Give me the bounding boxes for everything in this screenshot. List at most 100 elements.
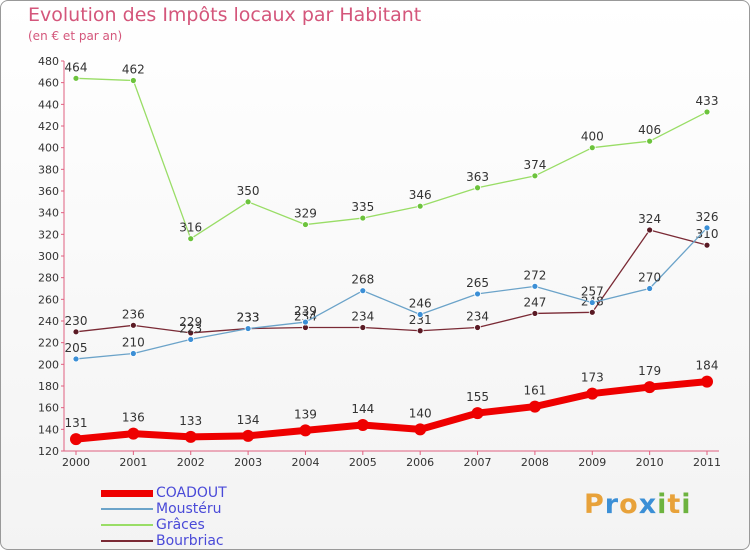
- x-tick-label: 2003: [234, 456, 262, 469]
- data-point-bourbriac: [416, 327, 424, 335]
- brand-letter: i: [681, 489, 692, 520]
- y-tick-label: 260: [38, 293, 59, 306]
- data-point-coadout: [471, 407, 484, 420]
- series-line-bourbriac: [75, 229, 708, 334]
- data-label-grces: 406: [638, 123, 661, 137]
- data-label-moustru: 265: [466, 276, 489, 290]
- data-label-coadout: 133: [179, 414, 202, 428]
- data-point-bourbriac: [72, 328, 80, 336]
- x-tick-label: 2007: [464, 456, 492, 469]
- data-point-grces: [302, 221, 309, 228]
- data-point-bourbriac: [588, 308, 596, 316]
- data-label-bourbriac: 234: [294, 310, 317, 324]
- chart-title: Evolution des Impôts locaux par Habitant: [28, 4, 422, 26]
- x-tick-label: 2000: [62, 456, 90, 469]
- data-point-grces: [416, 202, 424, 210]
- data-point-coadout: [586, 387, 599, 400]
- y-tick-label: 120: [38, 445, 59, 458]
- data-point-moustru: [129, 350, 137, 357]
- x-tick-label: 2010: [636, 456, 664, 469]
- data-point-grces: [359, 214, 367, 222]
- data-point-coadout: [356, 419, 369, 431]
- series-line-grces: [75, 77, 708, 240]
- y-tick-label: 440: [38, 98, 59, 111]
- legend-swatch: [101, 508, 153, 510]
- brand-letter: x: [638, 489, 658, 520]
- data-label-bourbriac: 234: [351, 310, 374, 324]
- data-label-coadout: 179: [638, 364, 661, 378]
- brand-letter: r: [604, 489, 620, 520]
- legend-label: Moustéru: [156, 501, 222, 517]
- data-label-grces: 462: [122, 63, 145, 77]
- data-label-moustru: 233: [237, 311, 260, 325]
- data-point-moustru: [474, 290, 481, 298]
- y-tick-label: 160: [38, 402, 59, 415]
- x-tick-label: 2002: [177, 456, 205, 469]
- data-label-moustru: 270: [638, 271, 661, 285]
- data-point-coadout: [414, 423, 427, 436]
- data-label-moustru: 239: [294, 304, 317, 318]
- data-point-moustru: [646, 285, 654, 292]
- y-tick-label: 420: [38, 120, 59, 133]
- x-tick-label: 2009: [578, 456, 606, 469]
- y-tick-label: 140: [38, 423, 59, 436]
- data-label-grces: 374: [523, 158, 546, 172]
- data-point-bourbriac: [646, 226, 654, 234]
- brand-letter: t: [667, 489, 682, 520]
- data-point-coadout: [299, 424, 312, 437]
- data-point-moustru: [302, 318, 309, 326]
- data-label-coadout: 144: [351, 402, 374, 416]
- data-label-bourbriac: 234: [466, 310, 489, 324]
- legend-item: Bourbriac: [101, 533, 227, 549]
- data-point-moustru: [72, 355, 80, 363]
- data-label-grces: 316: [179, 221, 202, 235]
- data-label-grces: 363: [466, 170, 489, 184]
- data-label-coadout: 131: [65, 416, 88, 430]
- brand-letter: o: [619, 489, 639, 520]
- y-tick-label: 340: [38, 207, 59, 220]
- brand-logo: Proxiti: [584, 489, 692, 520]
- legend-swatch: [101, 489, 153, 497]
- data-point-moustru: [416, 311, 424, 318]
- data-point-coadout: [242, 429, 255, 442]
- y-tick-label: 360: [38, 185, 59, 198]
- data-point-grces: [187, 235, 195, 243]
- x-tick-label: 2001: [119, 456, 147, 469]
- data-point-bourbriac: [359, 324, 367, 331]
- series-line-coadout: [75, 378, 708, 443]
- data-label-coadout: 136: [122, 411, 145, 425]
- data-point-coadout: [701, 375, 713, 388]
- data-point-grces: [244, 198, 252, 206]
- data-label-moustru: 210: [122, 336, 145, 350]
- data-point-bourbriac: [129, 321, 137, 329]
- data-label-bourbriac: 247: [523, 295, 546, 309]
- data-label-coadout: 173: [581, 371, 604, 385]
- x-tick-label: 2005: [349, 456, 377, 469]
- legend-label: COADOUT: [156, 485, 227, 501]
- data-label-coadout: 155: [466, 390, 489, 404]
- data-point-moustru: [244, 325, 252, 332]
- data-point-grces: [474, 184, 481, 192]
- data-point-grces: [703, 108, 711, 116]
- data-point-moustru: [359, 287, 367, 295]
- data-label-coadout: 140: [409, 406, 432, 420]
- x-tick-label: 2011: [693, 456, 721, 469]
- data-label-coadout: 134: [237, 413, 260, 427]
- data-label-bourbriac: 236: [122, 307, 145, 321]
- brand-letter: i: [657, 489, 668, 520]
- data-point-moustru: [187, 336, 195, 343]
- data-point-coadout: [184, 430, 197, 443]
- data-label-bourbriac: 310: [696, 227, 719, 241]
- data-point-coadout: [643, 381, 656, 394]
- data-point-bourbriac: [187, 329, 195, 337]
- y-tick-label: 320: [38, 228, 59, 241]
- legend-item: Grâces: [101, 517, 227, 533]
- y-tick-label: 200: [38, 358, 59, 371]
- data-label-coadout: 161: [523, 384, 546, 398]
- data-point-grces: [646, 137, 654, 145]
- data-label-bourbriac: 230: [65, 314, 88, 328]
- legend-swatch: [101, 540, 153, 542]
- data-point-bourbriac: [474, 324, 481, 331]
